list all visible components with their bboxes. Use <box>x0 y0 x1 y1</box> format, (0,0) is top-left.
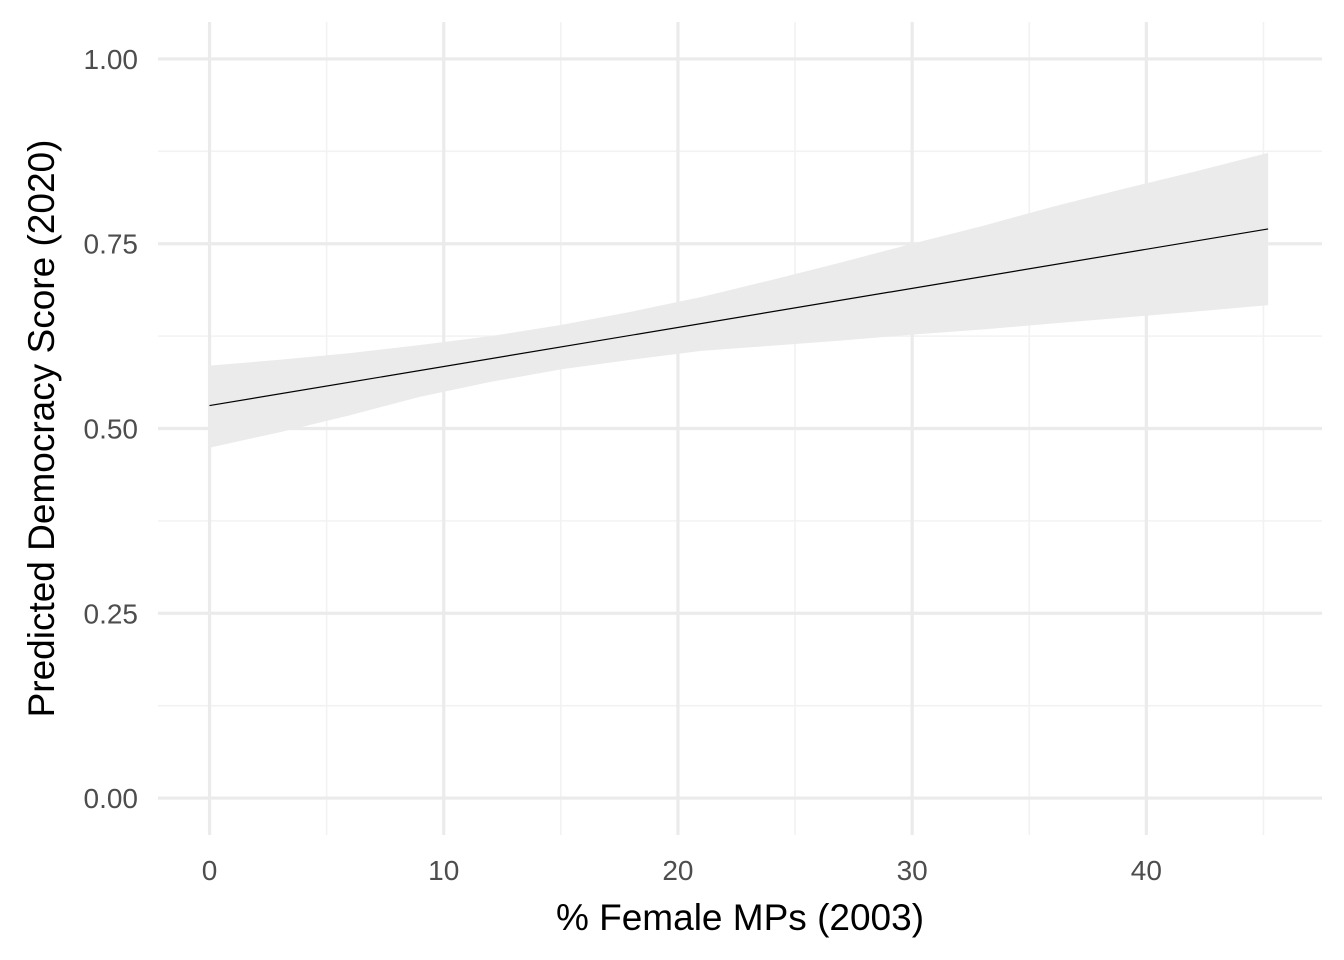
y-tick-label-0: 0.00 <box>84 783 139 814</box>
y-axis-title: Predicted Democracy Score (2020) <box>21 140 62 718</box>
x-tick-label-3: 30 <box>897 855 928 886</box>
y-tick-label-2: 0.50 <box>84 414 139 445</box>
confidence-ribbon <box>209 152 1269 448</box>
x-tick-label-4: 40 <box>1131 855 1162 886</box>
grid-major <box>158 22 1322 835</box>
x-axis-title: % Female MPs (2003) <box>556 897 924 938</box>
x-tick-label-0: 0 <box>202 855 218 886</box>
y-tick-label-1: 0.25 <box>84 598 139 629</box>
x-tick-label-1: 10 <box>428 855 459 886</box>
prediction-line <box>209 228 1269 407</box>
x-tick-labels: 0 10 20 30 40 <box>202 855 1162 886</box>
y-tick-label-4: 1.00 <box>84 44 139 75</box>
y-tick-label-3: 0.75 <box>84 229 139 260</box>
y-tick-labels: 0.00 0.25 0.50 0.75 1.00 <box>84 44 139 814</box>
x-tick-label-2: 20 <box>662 855 693 886</box>
